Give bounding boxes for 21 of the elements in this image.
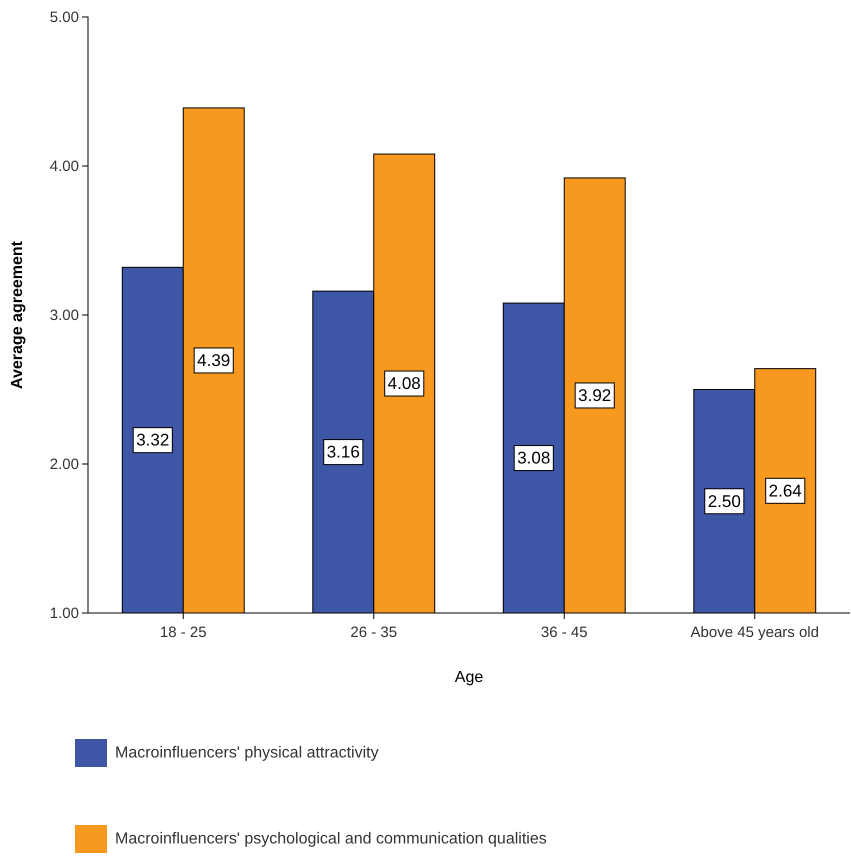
data-label: 2.50: [708, 492, 741, 511]
data-label: 3.32: [136, 430, 170, 450]
y-tick-label: 1.00: [50, 604, 79, 622]
x-tick-label: 26 - 35: [350, 624, 398, 641]
data-label: 2.64: [768, 481, 802, 500]
x-tick-label: Above 45 years old: [690, 624, 819, 641]
legend-label: Macroinfluencers' psychological and communication qualities: [115, 830, 547, 848]
y-tick-label: 5.00: [50, 8, 79, 26]
x-tick-label: 36 - 45: [540, 624, 588, 641]
y-tick-label: 4.00: [50, 158, 79, 175]
x-tick-label: 18 - 25: [160, 624, 207, 641]
y-tick-label: 3.00: [50, 306, 79, 324]
y-axis-title: Average agreement: [9, 240, 26, 389]
data-label: 3.16: [326, 442, 360, 462]
x-axis-title: Age: [454, 669, 484, 686]
data-label: 3.08: [517, 448, 550, 468]
data-label: 3.92: [578, 386, 612, 405]
y-tick-label: 2.00: [50, 456, 79, 473]
legend-label: Macroinfluencers' physical attractivity: [115, 744, 379, 762]
data-label: 4.08: [388, 374, 421, 394]
data-label: 4.39: [197, 350, 230, 370]
